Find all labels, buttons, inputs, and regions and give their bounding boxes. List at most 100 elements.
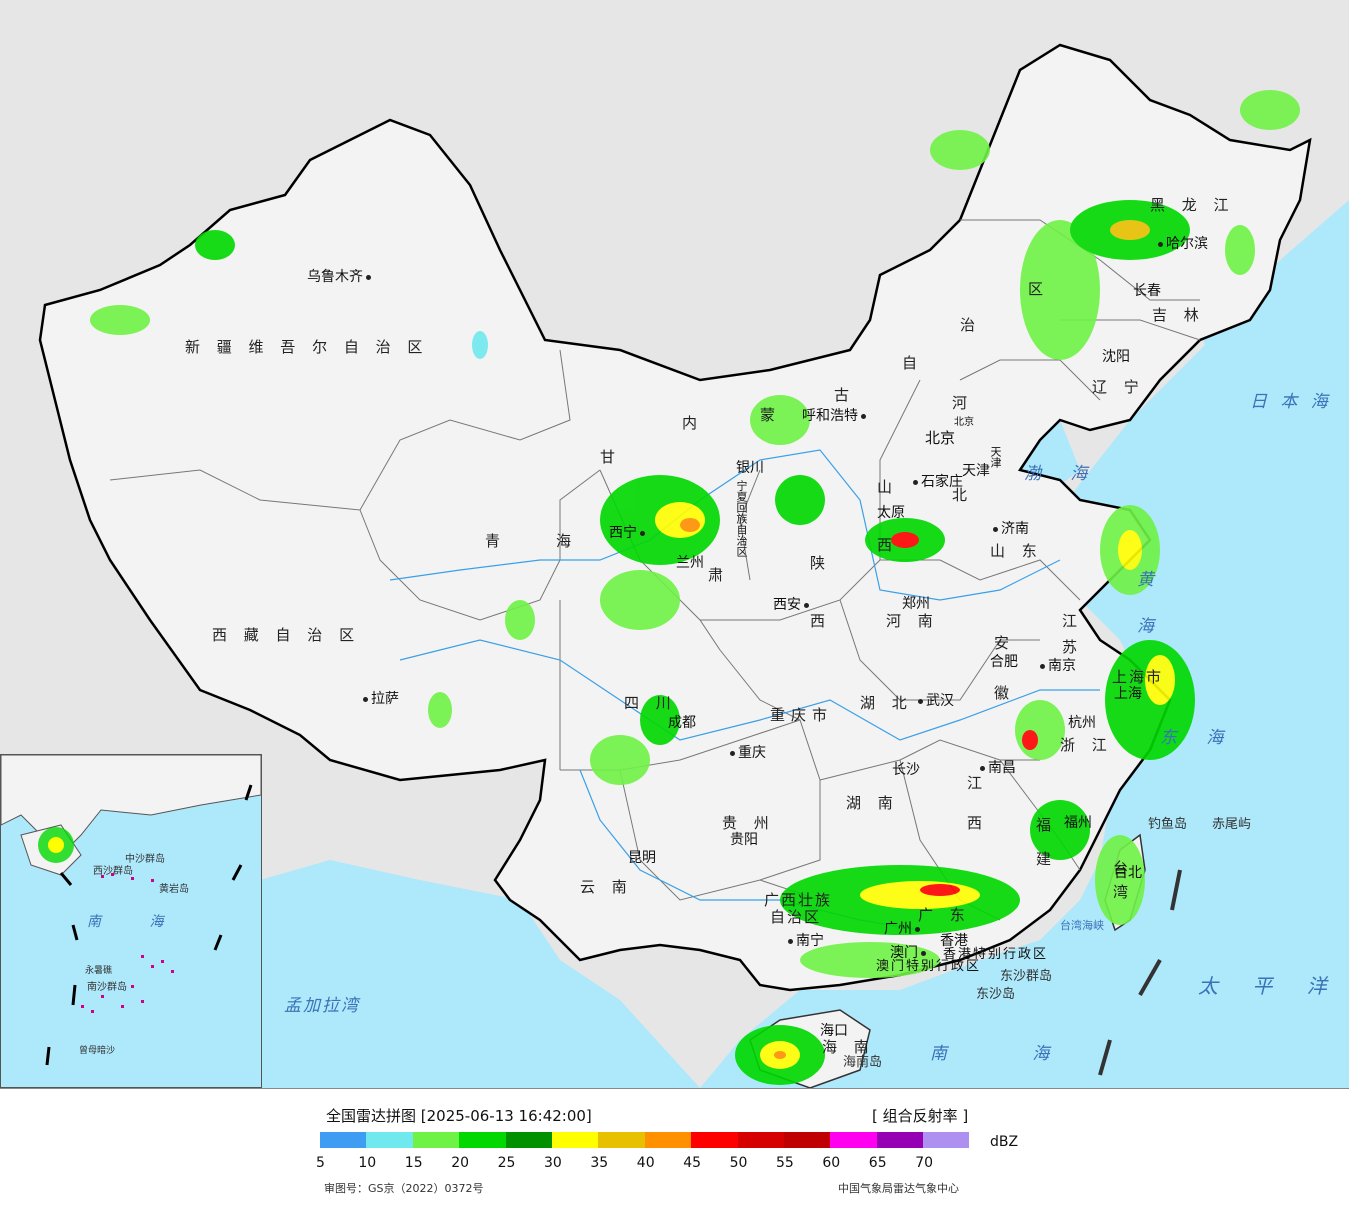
city-kunming: 昆明 — [628, 850, 656, 866]
province-neimenggu-4: 自 — [902, 354, 924, 372]
tick-label: 15 — [404, 1155, 423, 1171]
province-shanghai: 上海市 — [1112, 668, 1164, 686]
inset-huangyan: 黄岩岛 — [159, 884, 189, 895]
inset-yongshu: 永暑礁 — [85, 966, 113, 976]
tick-label: 5 — [316, 1155, 325, 1171]
city-xining: 西宁 — [609, 526, 645, 540]
city-zhengzhou: 郑州 — [902, 596, 930, 612]
tick-label: 55 — [776, 1155, 794, 1171]
sea-bengal: 孟加拉湾 — [284, 996, 360, 1016]
province-jilin: 吉 林 — [1152, 306, 1205, 324]
source-org: 中国气象局雷达气象中心 — [838, 1182, 959, 1195]
province-liaoning: 辽 宁 — [1092, 378, 1145, 396]
legend-title: 全国雷达拼图 [2025-06-13 16:42:00] — [326, 1107, 592, 1125]
province-neimenggu-3: 古 — [834, 386, 856, 404]
tick-label: 20 — [451, 1155, 470, 1171]
color-box-1 — [366, 1132, 413, 1148]
province-qinghai-1: 青 — [485, 532, 507, 550]
tick-label: 60 — [822, 1155, 841, 1171]
province-jiangxi-2: 西 — [967, 814, 989, 832]
province-fujian-2: 建 — [1036, 850, 1058, 868]
province-hebei-1: 河 — [952, 394, 974, 412]
province-guangdong: 广 东 — [918, 906, 971, 924]
province-chongqing: 重庆市 — [770, 706, 834, 724]
province-taiwan: 台 湾 — [1111, 860, 1129, 901]
province-ningxia: 宁夏回族自治区 — [735, 480, 748, 557]
color-box-7 — [644, 1132, 692, 1148]
inset-zengmu: 曾母暗沙 — [79, 1046, 116, 1056]
city-lanzhou: 兰州 — [676, 555, 704, 571]
color-box-4 — [505, 1132, 552, 1148]
sea-taiwan-strait: 台湾海峡 — [1060, 919, 1104, 932]
city-nanchang: 南昌 — [980, 761, 1016, 775]
city-hangzhou: 杭州 — [1068, 715, 1096, 731]
unit-label: dBZ — [990, 1134, 1019, 1150]
inset-nansha: 南沙群岛 — [87, 982, 127, 993]
tick-label: 30 — [544, 1155, 562, 1171]
province-guangxi-2: 自治区 — [770, 908, 822, 926]
island-hainan: 海南岛 — [843, 1055, 883, 1070]
province-shanxi-1: 山 — [877, 478, 899, 496]
inset-xisha: 西沙群岛 — [93, 866, 133, 877]
approval-number: 审图号：GS京（2022）0372号 — [324, 1182, 484, 1195]
city-hohhot: 呼和浩特 — [802, 409, 866, 423]
island-dongsha: 东沙岛 — [976, 987, 1016, 1002]
tick-label: 10 — [358, 1155, 377, 1171]
tick-label: 70 — [915, 1155, 934, 1171]
island-chiwei: 赤尾屿 — [1212, 817, 1252, 832]
city-nanning: 南宁 — [788, 934, 824, 948]
inset-graphic — [1, 755, 261, 1066]
city-lhasa: 拉萨 — [363, 692, 399, 706]
city-guangzhou: 广州 — [884, 922, 920, 936]
province-macao: 澳门特别行政区 — [876, 959, 982, 974]
province-xinjiang: 新 疆 维 吾 尔 自 治 区 — [185, 338, 429, 356]
city-taiyuan: 太原 — [877, 505, 905, 521]
tick-label: 25 — [497, 1155, 516, 1171]
color-box-3 — [459, 1132, 506, 1148]
province-gansu-2: 肃 — [708, 566, 730, 584]
color-box-8 — [691, 1132, 738, 1148]
city-wuhan: 武汉 — [918, 694, 954, 708]
province-tianjin: 天津 — [989, 446, 1002, 468]
province-sichuan: 四 川 — [624, 694, 677, 712]
province-jiangsu-2: 苏 — [1062, 638, 1084, 656]
sea-bay-of-bengal — [260, 860, 700, 1088]
tick-label: 35 — [590, 1155, 609, 1171]
radar-echoes — [90, 90, 1300, 1085]
city-tianjin: 天津 — [962, 463, 990, 479]
province-beijing: 北京 — [954, 417, 974, 428]
province-guangxi-1: 广西壮族 — [764, 891, 833, 909]
color-box-11 — [830, 1132, 877, 1148]
city-haikou: 海口 — [820, 1023, 848, 1039]
province-hunan: 湖 南 — [846, 794, 899, 812]
province-heilongjiang: 黑 龙 江 — [1150, 196, 1235, 214]
sea-huanghai: 黄 海 — [1133, 570, 1153, 646]
city-xian: 西安 — [773, 598, 809, 612]
color-box-6 — [598, 1132, 645, 1148]
island-diaoyu: 钓鱼岛 — [1148, 817, 1188, 832]
province-xizang: 西 藏 自 治 区 — [212, 626, 361, 644]
color-box-9 — [737, 1132, 784, 1148]
color-box-12 — [876, 1132, 924, 1148]
province-neimenggu-6: 区 — [1028, 280, 1050, 298]
maritime-boundary-dashes — [1098, 869, 1182, 1076]
province-yunnan: 云 南 — [580, 878, 633, 896]
province-shandong: 山 东 — [990, 542, 1043, 560]
city-changsha: 长沙 — [892, 762, 920, 778]
province-jiangxi-1: 江 — [967, 774, 989, 792]
color-box-13 — [923, 1132, 970, 1148]
legend-panel: 全国雷达拼图 [2025-06-13 16:42:00] [ 组合反射率 ] — [0, 1089, 1349, 1208]
province-hainan: 海 南 — [822, 1038, 875, 1056]
tick-label: 45 — [683, 1155, 702, 1171]
tick-label: 65 — [868, 1155, 887, 1171]
inset-nanhai: 南 海 — [87, 914, 186, 930]
city-hefei: 合肥 — [990, 654, 1018, 670]
color-box-0 — [320, 1132, 367, 1148]
sea-east — [700, 250, 1349, 1088]
city-urumqi: 乌鲁木齐 — [307, 270, 371, 284]
province-anhui-2: 徽 — [994, 684, 1016, 702]
city-shanghai: 上海 — [1114, 686, 1142, 702]
city-taipei: 台北 — [1114, 865, 1142, 881]
radar-map: 新 疆 维 吾 尔 自 治 区 西 藏 自 治 区 青 海 甘 肃 内 蒙 古 … — [0, 0, 1349, 1089]
city-nanjing: 南京 — [1040, 659, 1076, 673]
